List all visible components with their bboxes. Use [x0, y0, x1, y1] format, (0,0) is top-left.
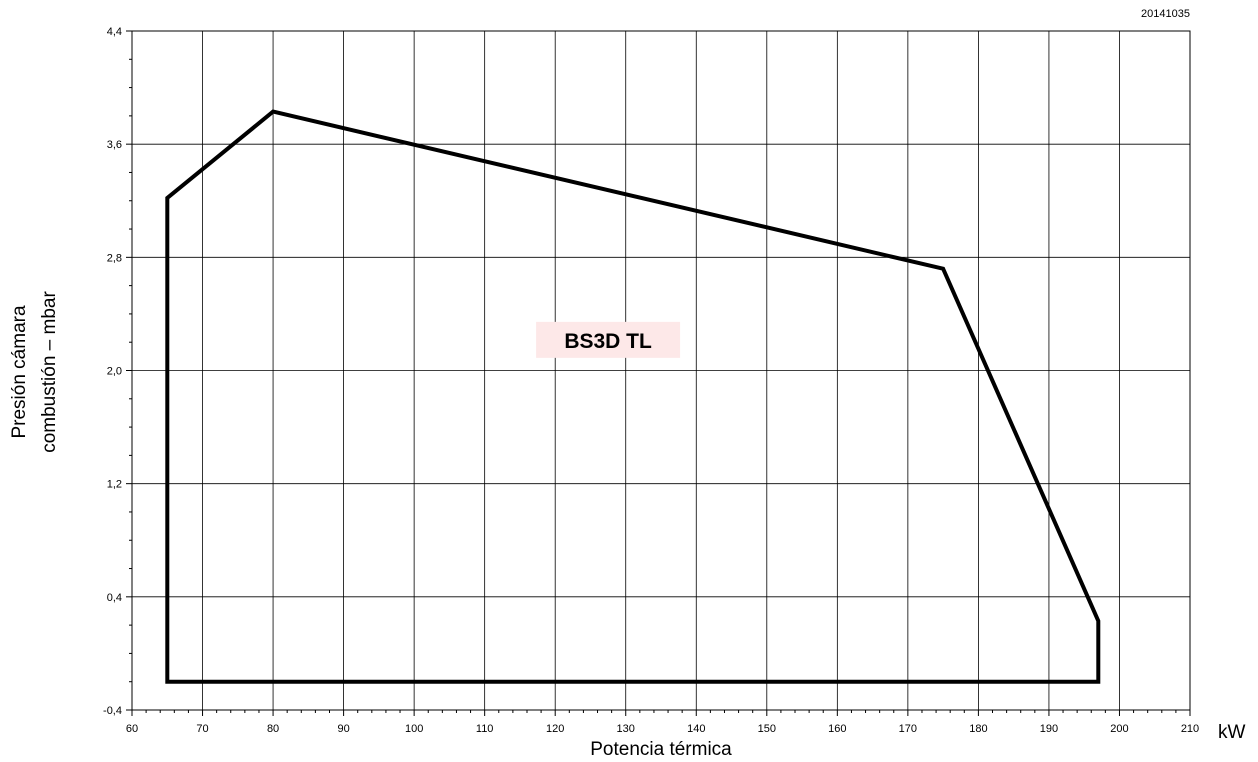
x-tick-label: 200 — [1110, 723, 1128, 735]
x-tick-label: 100 — [405, 723, 423, 735]
working-field-outline — [165, 109, 1101, 684]
y-tick-label: 4,4 — [107, 26, 122, 38]
plot-frame — [131, 30, 1191, 711]
model-label-box — [536, 321, 681, 358]
x-tick-label: 120 — [546, 723, 564, 735]
x-tick-label: 70 — [196, 723, 208, 735]
x-tick-label: 180 — [969, 723, 987, 735]
x-tick-label: 160 — [828, 723, 846, 735]
x-axis-unit: kW — [1218, 722, 1246, 743]
x-axis-title: Potencia térmica — [590, 739, 732, 760]
chart-code: 20141035 — [1141, 8, 1190, 20]
x-tick-label: 130 — [617, 723, 635, 735]
series-layer — [165, 109, 1101, 684]
x-tick-label: 150 — [758, 723, 776, 735]
x-tick-label: 90 — [337, 723, 349, 735]
x-tick-label: 210 — [1181, 723, 1199, 735]
y-tick-label: 3,6 — [107, 139, 122, 151]
y-tick-label: -0,4 — [103, 705, 122, 717]
x-tick-label: 60 — [126, 723, 138, 735]
y-axis-title-line-2: combustión – mbar — [39, 291, 60, 453]
x-tick-label: 110 — [476, 723, 494, 735]
x-tick-label: 80 — [267, 723, 279, 735]
grid-lines — [126, 30, 1191, 716]
y-tick-label: 2,8 — [107, 252, 122, 264]
minor-ticks — [129, 58, 1177, 713]
y-tick-label: 0,4 — [107, 592, 122, 604]
y-axis-title-line-1: Presión cámara — [9, 305, 30, 438]
model-label: BS3D TL — [564, 330, 652, 353]
x-tick-label: 170 — [899, 723, 917, 735]
x-tick-label: 140 — [687, 723, 705, 735]
y-tick-label: 1,2 — [107, 479, 122, 491]
x-tick-label: 190 — [1040, 723, 1058, 735]
y-tick-label: 2,0 — [107, 366, 122, 378]
tick-labels: 60 70 80 90 100 110 120 130 140 150 160 170 180 190 20… — [103, 26, 1199, 735]
